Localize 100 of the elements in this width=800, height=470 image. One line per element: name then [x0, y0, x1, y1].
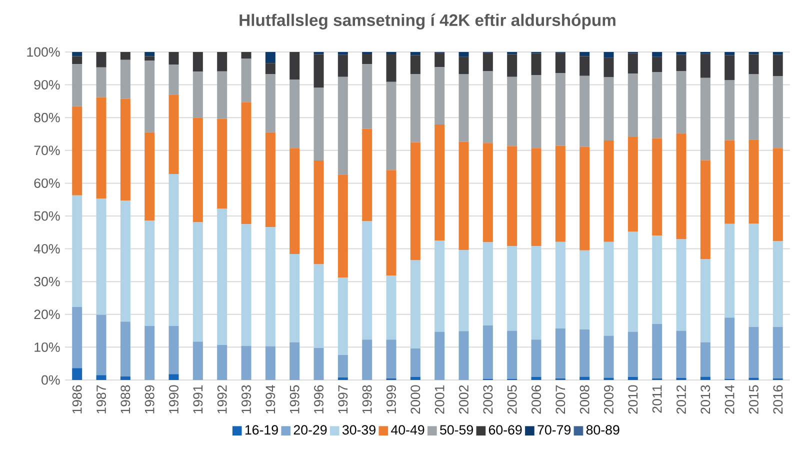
- bar: [628, 74, 638, 137]
- bar: [604, 242, 614, 336]
- y-tick-label: 60%: [34, 178, 60, 188]
- bar: [772, 148, 783, 242]
- bar: [410, 348, 420, 378]
- bar: [676, 330, 686, 378]
- bar: [290, 148, 300, 254]
- bar: [748, 224, 759, 327]
- bar: [580, 76, 590, 147]
- bar: [96, 67, 106, 98]
- x-tick-label: 2010: [628, 385, 638, 414]
- bar: [724, 224, 735, 318]
- bar: [72, 368, 82, 380]
- bar: [192, 222, 203, 342]
- x-tick-label: 2013: [700, 385, 710, 414]
- bar: [290, 80, 300, 148]
- bar: [507, 52, 518, 54]
- bar: [290, 52, 300, 80]
- bar: [604, 77, 614, 141]
- bar: [772, 326, 783, 378]
- y-tick-label: 30%: [34, 276, 60, 286]
- x-tick-label: 2001: [434, 385, 444, 414]
- bar: [338, 355, 348, 378]
- bar: [241, 58, 252, 102]
- bar: [676, 54, 686, 72]
- bar: [362, 221, 372, 340]
- bar: [314, 160, 324, 264]
- bar: [241, 52, 252, 59]
- x-tick-label: 1994: [266, 385, 276, 414]
- bar: [410, 52, 420, 56]
- legend-label: 20-29: [294, 425, 327, 435]
- bar: [604, 52, 614, 58]
- bar: [96, 97, 106, 199]
- x-tick-label: 2008: [580, 385, 590, 414]
- bar: [772, 76, 783, 148]
- bar: [96, 375, 106, 380]
- bar: [217, 71, 228, 119]
- x-tick-label: 2012: [676, 385, 686, 414]
- bar: [217, 52, 228, 72]
- bar: [580, 250, 590, 330]
- bar: [362, 128, 372, 222]
- x-tick-label: 2015: [749, 385, 758, 414]
- bar: [120, 200, 130, 322]
- bar: [482, 143, 493, 242]
- bar: [458, 250, 469, 332]
- x-tick-label: 2006: [532, 385, 541, 414]
- bar: [144, 60, 155, 132]
- bar: [555, 52, 566, 73]
- bar: [676, 52, 686, 55]
- y-tick-label: 20%: [34, 310, 60, 320]
- bar: [531, 377, 542, 380]
- bar: [748, 54, 759, 74]
- bar: [434, 67, 445, 124]
- bar: [458, 331, 469, 380]
- bar: [410, 377, 420, 380]
- bar: [192, 52, 203, 72]
- bar: [555, 72, 566, 146]
- bar: [652, 236, 662, 324]
- bar: [652, 72, 662, 138]
- x-tick-label: 1999: [386, 385, 396, 414]
- bar: [144, 52, 155, 56]
- bar: [531, 340, 542, 378]
- chart-title: Hlutfallsleg samsetning í 42K eftir aldurshópum: [240, 14, 616, 30]
- bar: [434, 124, 445, 241]
- x-tick-label: 2007: [556, 385, 566, 414]
- bar: [72, 52, 82, 56]
- bar: [434, 240, 445, 332]
- bar: [580, 329, 590, 377]
- legend-label: 80-89: [586, 425, 620, 435]
- bar: [628, 53, 638, 74]
- bar: [507, 330, 518, 379]
- y-tick-label: 50%: [34, 211, 60, 221]
- bar: [265, 346, 276, 380]
- bar: [96, 52, 106, 68]
- bar: [120, 322, 130, 376]
- bar: [700, 376, 710, 380]
- bar: [700, 54, 710, 78]
- bar: [748, 326, 759, 378]
- bar: [144, 132, 155, 221]
- bar: [748, 74, 759, 140]
- y-tick-label: 10%: [34, 342, 60, 352]
- bar: [241, 102, 252, 224]
- bar: [410, 260, 420, 348]
- bar: [217, 118, 228, 208]
- bar: [482, 52, 493, 72]
- bar: [265, 132, 276, 228]
- bar: [410, 74, 420, 142]
- bar: [748, 52, 759, 54]
- bar: [265, 74, 276, 132]
- bar: [144, 326, 155, 380]
- bar: [410, 55, 420, 74]
- bar: [314, 264, 324, 348]
- bar: [628, 332, 638, 378]
- bar: [72, 64, 82, 106]
- bar: [362, 64, 372, 129]
- bar: [604, 140, 614, 242]
- bar: [192, 72, 203, 118]
- bar: [724, 318, 735, 379]
- y-tick-label: 40%: [34, 244, 60, 254]
- bar: [434, 52, 445, 68]
